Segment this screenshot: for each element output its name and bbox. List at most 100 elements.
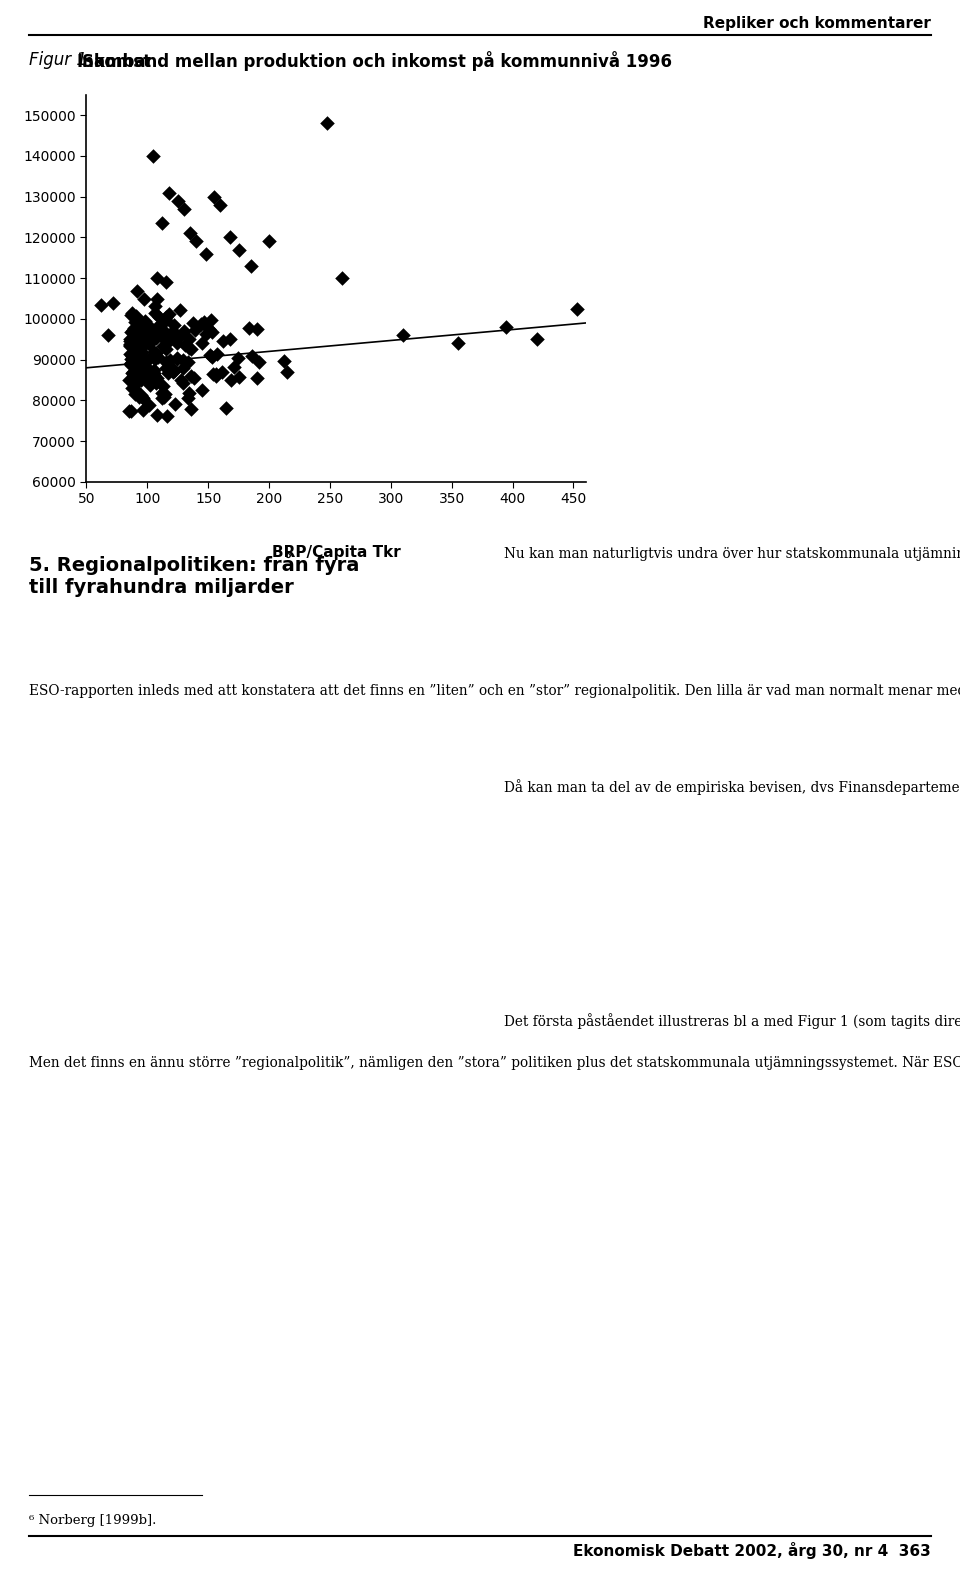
- Point: [160, 360, 176, 386]
- Point: [142, 359, 157, 384]
- Point: [129, 363, 144, 389]
- Point: [162, 327, 178, 352]
- Point: [241, 316, 256, 341]
- Text: Det första påståendet illustreras bl a med Figur 1 (som tagits direkt från Finan: Det första påståendet illustreras bl a m…: [504, 1013, 960, 1029]
- Point: [150, 286, 165, 311]
- Point: [169, 344, 184, 370]
- Point: [125, 300, 140, 325]
- Point: [138, 356, 154, 381]
- Point: [127, 381, 142, 406]
- Point: [126, 318, 141, 343]
- Point: [124, 376, 139, 401]
- Point: [183, 363, 199, 389]
- Point: [201, 316, 216, 341]
- Point: [133, 382, 149, 408]
- Point: [126, 376, 141, 401]
- Point: [204, 308, 219, 333]
- Point: [123, 351, 138, 376]
- Point: [137, 324, 153, 349]
- Point: [132, 333, 148, 359]
- Point: [134, 362, 150, 387]
- Point: [150, 365, 165, 390]
- Point: [123, 352, 138, 378]
- Text: Samband mellan produktion och inkomst på kommunnivå 1996: Samband mellan produktion och inkomst på…: [82, 51, 672, 71]
- Point: [249, 316, 264, 341]
- Point: [252, 349, 267, 374]
- Point: [101, 322, 116, 348]
- Point: [175, 356, 190, 381]
- Point: [245, 343, 260, 368]
- Point: [146, 360, 161, 386]
- Point: [203, 343, 218, 368]
- Point: [124, 351, 139, 376]
- Point: [222, 325, 237, 351]
- Point: [146, 144, 161, 169]
- Point: [122, 368, 137, 393]
- Point: [134, 327, 150, 352]
- Point: [209, 341, 225, 367]
- Point: [170, 188, 185, 213]
- Point: [123, 319, 138, 344]
- Point: [450, 330, 466, 356]
- Point: [132, 365, 147, 390]
- Text: Nu kan man naturligtvis undra över hur statskommunala utjämningssystem uppgående: Nu kan man naturligtvis undra över hur s…: [504, 545, 960, 561]
- Point: [122, 325, 137, 351]
- Point: [149, 403, 164, 428]
- Point: [129, 362, 144, 387]
- Point: [176, 348, 191, 373]
- Point: [134, 335, 150, 360]
- Point: [205, 362, 221, 387]
- Point: [122, 333, 137, 359]
- Point: [133, 384, 149, 409]
- Point: [131, 333, 146, 359]
- Point: [166, 313, 181, 338]
- Point: [122, 332, 137, 357]
- Point: [142, 346, 157, 371]
- Text: ESO-rapporten inleds med att konstatera att det finns en ”liten” och en ”stor” r: ESO-rapporten inleds med att konstatera …: [29, 683, 960, 698]
- Point: [195, 378, 210, 403]
- Point: [129, 325, 144, 351]
- Point: [396, 322, 411, 348]
- Point: [126, 340, 141, 365]
- Point: [132, 384, 147, 409]
- Point: [124, 346, 139, 371]
- Point: [146, 363, 161, 389]
- Point: [157, 270, 173, 295]
- Point: [149, 341, 164, 367]
- Point: [206, 183, 222, 209]
- Point: [142, 392, 157, 417]
- Point: [122, 398, 137, 423]
- Point: [135, 327, 151, 352]
- Point: [178, 332, 193, 357]
- Point: [131, 351, 146, 376]
- Point: [155, 210, 170, 235]
- Text: Då kan man ta del av de empiriska bevisen, dvs Finansdepartementets studie, så v: Då kan man ta del av de empiriska bevise…: [504, 779, 960, 795]
- Point: [130, 381, 145, 406]
- Point: [135, 314, 151, 340]
- Point: [138, 316, 154, 341]
- Point: [93, 292, 108, 318]
- Point: [181, 327, 197, 352]
- Point: [261, 229, 276, 254]
- Text: BRP/Capita Tkr: BRP/Capita Tkr: [272, 545, 400, 559]
- Point: [156, 333, 171, 359]
- Point: [124, 302, 139, 327]
- Point: [131, 351, 146, 376]
- Point: [129, 318, 144, 343]
- Point: [139, 311, 155, 337]
- Point: [133, 344, 149, 370]
- Point: [198, 242, 213, 267]
- Point: [124, 360, 139, 386]
- Point: [127, 310, 142, 335]
- Point: [250, 365, 265, 390]
- Point: [166, 360, 181, 386]
- Point: [204, 319, 220, 344]
- Point: [128, 354, 143, 379]
- Point: [130, 344, 145, 370]
- Point: [180, 386, 196, 411]
- Point: [125, 359, 140, 384]
- Point: [186, 365, 202, 390]
- Point: [132, 343, 147, 368]
- Point: [150, 321, 165, 346]
- Point: [135, 344, 151, 370]
